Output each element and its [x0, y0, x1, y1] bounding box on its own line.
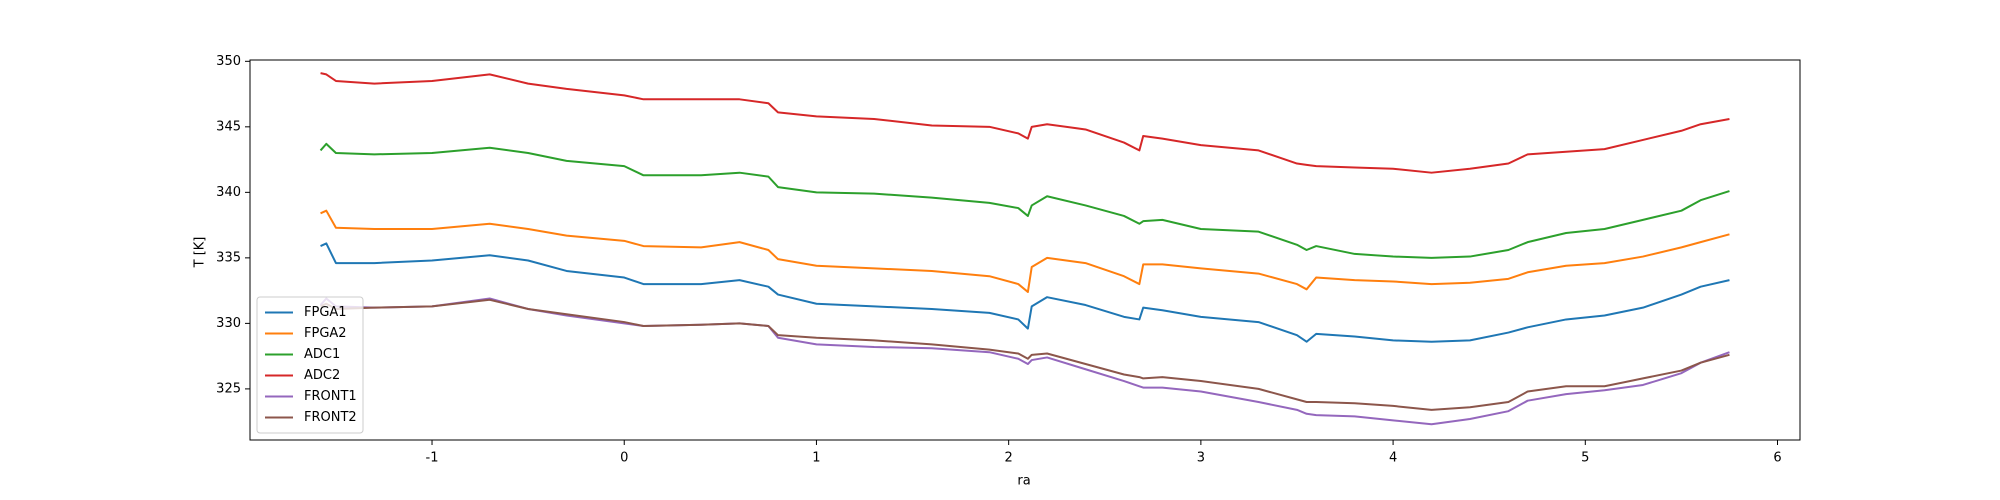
- legend-label: FPGA1: [304, 305, 347, 320]
- series-line: [319, 297, 1730, 426]
- x-tick-label: 4: [1389, 451, 1397, 466]
- legend-box: [256, 296, 364, 434]
- plot-frame: [249, 59, 1801, 441]
- y-tick-label: 325: [216, 381, 241, 396]
- y-axis-label: T [K]: [193, 237, 208, 269]
- series-line: [320, 72, 1730, 174]
- legend-label: FRONT1: [304, 389, 357, 404]
- series-line: [320, 298, 1730, 411]
- x-tick-label: 6: [1773, 451, 1781, 466]
- x-tick-label: 3: [1197, 451, 1205, 466]
- y-tick-label: 350: [216, 54, 241, 69]
- legend-label: FRONT2: [304, 410, 357, 425]
- series-line: [320, 209, 1730, 293]
- x-tick-label: 0: [620, 451, 628, 466]
- x-tick-label: 1: [812, 451, 820, 466]
- legend-label: ADC2: [304, 368, 340, 383]
- x-tick-label: -1: [426, 451, 439, 466]
- series-line: [320, 242, 1730, 343]
- legend-label: ADC1: [304, 347, 340, 362]
- legend-label: FPGA2: [304, 326, 347, 341]
- x-axis-label: ra: [1017, 474, 1030, 489]
- y-tick-label: 335: [216, 250, 241, 265]
- y-tick-label: 345: [216, 119, 241, 134]
- legend: FPGA1 FPGA2 ADC1 ADC2 FRONT1 FRONT2: [256, 296, 364, 434]
- series-line: [319, 142, 1730, 259]
- x-tick-label: 5: [1581, 451, 1589, 466]
- y-tick-label: 330: [216, 316, 241, 331]
- y-tick-label: 340: [216, 185, 241, 200]
- x-tick-label: 2: [1005, 451, 1013, 466]
